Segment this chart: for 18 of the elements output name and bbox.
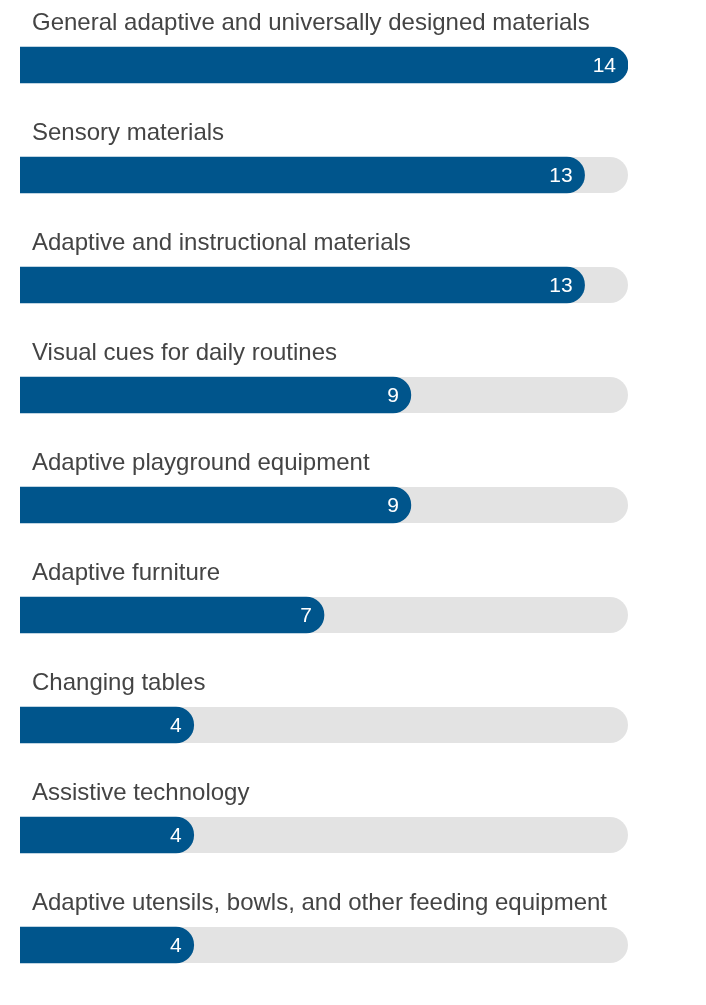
y-tick-label: Adaptive playground equipment — [32, 448, 370, 475]
y-tick-label: Sensory materials — [32, 118, 225, 145]
data-label: 7 — [300, 602, 312, 626]
y-tick-label: Adaptive furniture — [32, 558, 221, 585]
data-label: 9 — [387, 382, 399, 406]
y-tick-label: Assistive technology — [32, 778, 250, 805]
data-label: 4 — [170, 932, 183, 956]
data-label: 13 — [549, 162, 573, 186]
y-tick-label: Visual cues for daily routines — [32, 338, 338, 365]
y-tick-label: Adaptive and instructional materials — [32, 228, 411, 255]
data-label: 14 — [592, 52, 617, 76]
y-tick-label: Changing tables — [32, 668, 206, 695]
data-label: 4 — [170, 822, 183, 846]
y-tick-label: Adaptive utensils, bowls, and other feeding equipment — [32, 888, 608, 915]
data-label: 9 — [387, 492, 399, 516]
data-label: 13 — [549, 272, 573, 296]
data-label: 4 — [170, 712, 183, 736]
y-tick-label: General adaptive and universally designed materials — [32, 8, 590, 35]
